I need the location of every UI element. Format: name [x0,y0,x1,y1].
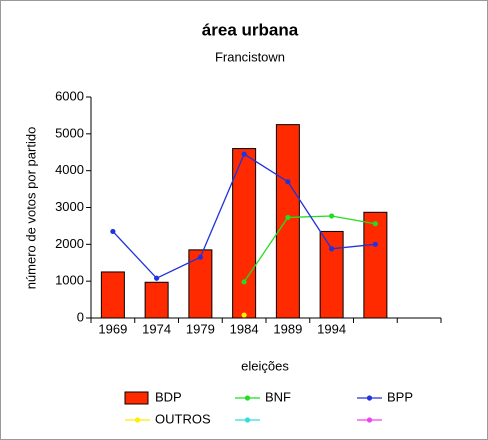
chart-title: área urbana [202,20,299,39]
point [372,221,378,227]
point [154,275,160,281]
x-axis-label: eleições [241,358,289,373]
x-tick-label: 1989 [273,321,302,336]
point [372,241,378,247]
line [243,215,376,283]
point [329,213,335,219]
chart-subtitle: Francistown [215,49,285,64]
x-tick-label: 1974 [142,321,171,336]
legend-marker [244,395,251,401]
legend-label: OUTROS [155,411,211,426]
y-tick-label: 1000 [55,273,84,288]
legend-label: BDP [155,389,182,404]
y-tick-label: 4000 [55,162,84,177]
bar [100,271,125,319]
point [241,312,247,318]
y-tick-label: 0 [77,309,84,324]
x-tick-label: 1984 [230,321,259,336]
x-tick-label: 1994 [317,321,346,336]
y-axis-label: número de votos por partido [23,127,38,290]
y-tick-label: 6000 [55,88,84,103]
bar [319,230,344,319]
x-tick-label: 1979 [186,321,215,336]
point [241,151,247,157]
bar [144,281,169,319]
y-tick-label: 2000 [55,236,84,251]
point [110,228,116,235]
legend-marker [366,395,373,401]
legend-swatch [124,391,149,405]
legend-label: BNF [265,389,291,404]
legend-marker [366,417,373,423]
point [197,254,203,260]
bar [188,249,213,319]
bar [275,124,300,319]
point [285,179,291,185]
legend-marker [244,417,251,423]
bar [363,211,388,319]
point [285,214,291,221]
y-tick-label: 5000 [55,125,84,140]
legend-label: BPP [387,389,413,404]
x-tick-label: 1969 [98,321,127,336]
point [241,279,247,285]
point [329,246,335,252]
y-tick-label: 3000 [55,199,84,214]
legend-marker [134,417,141,423]
